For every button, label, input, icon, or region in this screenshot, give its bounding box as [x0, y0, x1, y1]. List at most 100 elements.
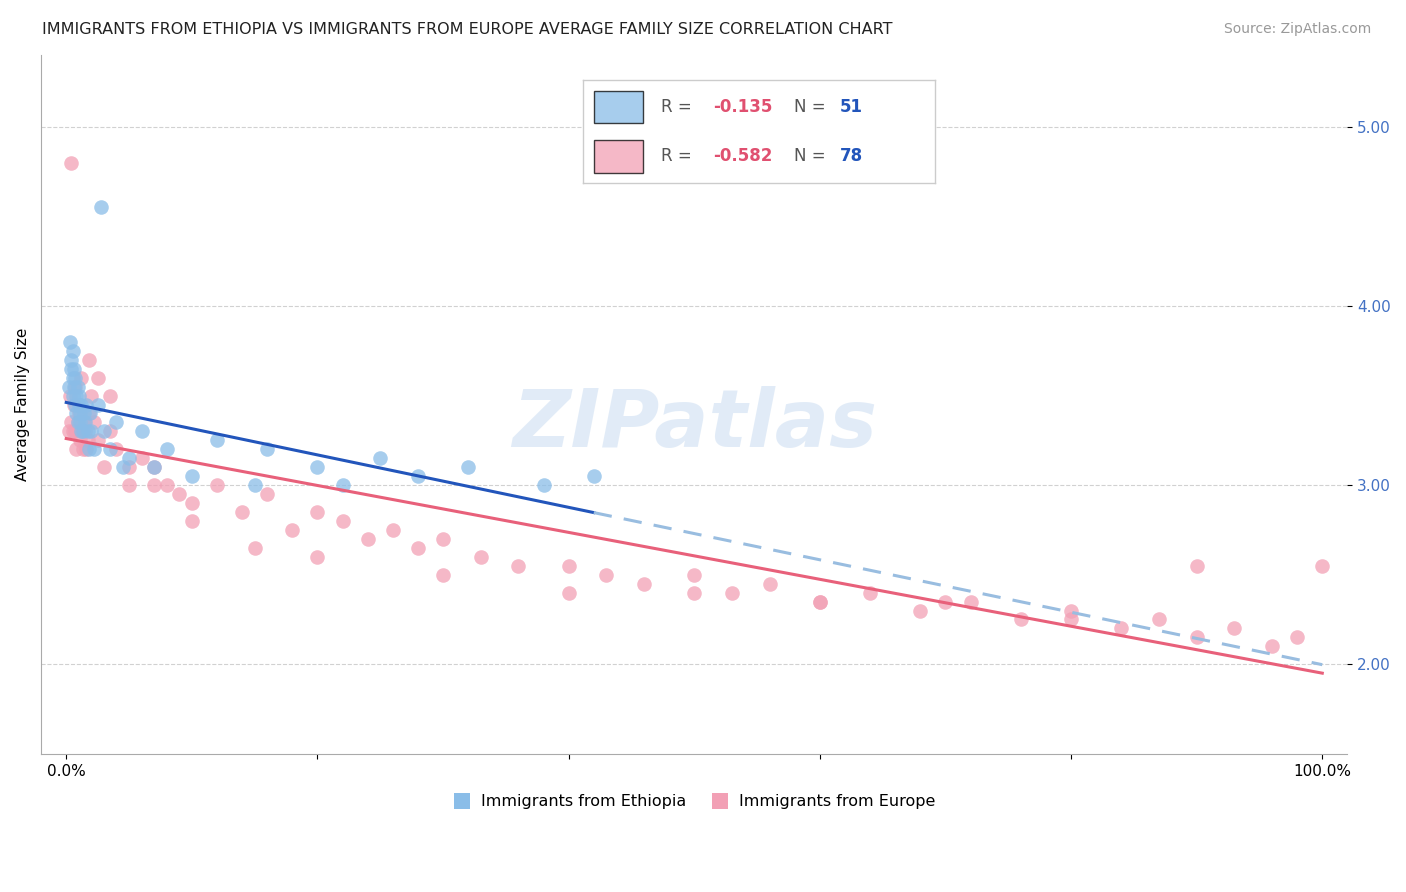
- Point: [557, 585, 579, 599]
- Point: [62, 397, 84, 411]
- Point: [633, 576, 655, 591]
- Point: [934, 594, 956, 608]
- Point: [70, 425, 93, 439]
- Point: [76, 434, 98, 448]
- Point: [67, 388, 90, 402]
- Point: [143, 460, 166, 475]
- Point: [67, 397, 90, 411]
- Point: [65, 407, 87, 421]
- Point: [86, 370, 108, 384]
- Point: [205, 434, 228, 448]
- Point: [533, 478, 555, 492]
- Point: [75, 425, 97, 439]
- FancyBboxPatch shape: [593, 140, 644, 173]
- Point: [76, 425, 98, 439]
- Point: [98, 425, 121, 439]
- Point: [59, 334, 82, 349]
- Point: [281, 523, 304, 537]
- Text: N =: N =: [794, 98, 831, 116]
- Point: [66, 379, 89, 393]
- Point: [62, 343, 84, 358]
- Point: [60, 155, 83, 169]
- Point: [69, 407, 91, 421]
- Point: [332, 514, 354, 528]
- Point: [1261, 640, 1284, 654]
- Text: ZIPatlas: ZIPatlas: [512, 386, 877, 465]
- Text: R =: R =: [661, 147, 697, 165]
- Point: [256, 487, 278, 501]
- Point: [77, 352, 100, 367]
- Point: [721, 585, 744, 599]
- Point: [63, 379, 86, 393]
- Point: [1310, 558, 1333, 573]
- Point: [1010, 612, 1032, 626]
- Point: [156, 442, 179, 457]
- Point: [72, 425, 94, 439]
- Text: IMMIGRANTS FROM ETHIOPIA VS IMMIGRANTS FROM EUROPE AVERAGE FAMILY SIZE CORRELATI: IMMIGRANTS FROM ETHIOPIA VS IMMIGRANTS F…: [42, 22, 893, 37]
- Point: [1185, 631, 1208, 645]
- Point: [62, 370, 84, 384]
- Point: [595, 567, 617, 582]
- Point: [131, 451, 153, 466]
- Point: [683, 567, 706, 582]
- Point: [65, 388, 87, 402]
- Point: [859, 585, 882, 599]
- Point: [808, 594, 831, 608]
- Point: [243, 541, 266, 555]
- Point: [83, 416, 105, 430]
- Point: [80, 388, 103, 402]
- Point: [105, 416, 128, 430]
- Point: [70, 425, 93, 439]
- Point: [406, 469, 429, 483]
- Text: 78: 78: [841, 147, 863, 165]
- Point: [381, 523, 404, 537]
- Point: [62, 379, 84, 393]
- Legend: Immigrants from Ethiopia, Immigrants from Europe: Immigrants from Ethiopia, Immigrants fro…: [446, 788, 942, 816]
- Point: [62, 388, 84, 402]
- Point: [156, 478, 179, 492]
- Point: [69, 416, 91, 430]
- Point: [1111, 622, 1133, 636]
- Point: [1060, 612, 1083, 626]
- Point: [98, 388, 121, 402]
- Point: [205, 478, 228, 492]
- Point: [63, 370, 86, 384]
- Point: [143, 478, 166, 492]
- Point: [62, 425, 84, 439]
- Point: [307, 549, 329, 564]
- Point: [60, 352, 83, 367]
- Point: [243, 478, 266, 492]
- Point: [470, 549, 492, 564]
- Point: [582, 469, 605, 483]
- Text: -0.582: -0.582: [714, 147, 773, 165]
- Point: [65, 442, 87, 457]
- Point: [77, 442, 100, 457]
- Point: [131, 425, 153, 439]
- Point: [307, 460, 329, 475]
- Point: [557, 558, 579, 573]
- Text: -0.135: -0.135: [714, 98, 773, 116]
- Point: [66, 416, 89, 430]
- Point: [73, 416, 96, 430]
- Point: [180, 496, 202, 510]
- Point: [58, 425, 80, 439]
- Point: [1147, 612, 1170, 626]
- Point: [1223, 622, 1246, 636]
- FancyBboxPatch shape: [593, 91, 644, 123]
- Point: [118, 451, 141, 466]
- Point: [143, 460, 166, 475]
- Point: [118, 478, 141, 492]
- Point: [1060, 603, 1083, 617]
- Point: [910, 603, 932, 617]
- Point: [231, 505, 253, 519]
- Point: [86, 434, 108, 448]
- Point: [63, 397, 86, 411]
- Text: R =: R =: [661, 98, 697, 116]
- Y-axis label: Average Family Size: Average Family Size: [15, 328, 30, 481]
- Point: [357, 532, 380, 546]
- Point: [508, 558, 530, 573]
- Point: [80, 425, 103, 439]
- Point: [98, 442, 121, 457]
- Point: [66, 416, 89, 430]
- Point: [83, 442, 105, 457]
